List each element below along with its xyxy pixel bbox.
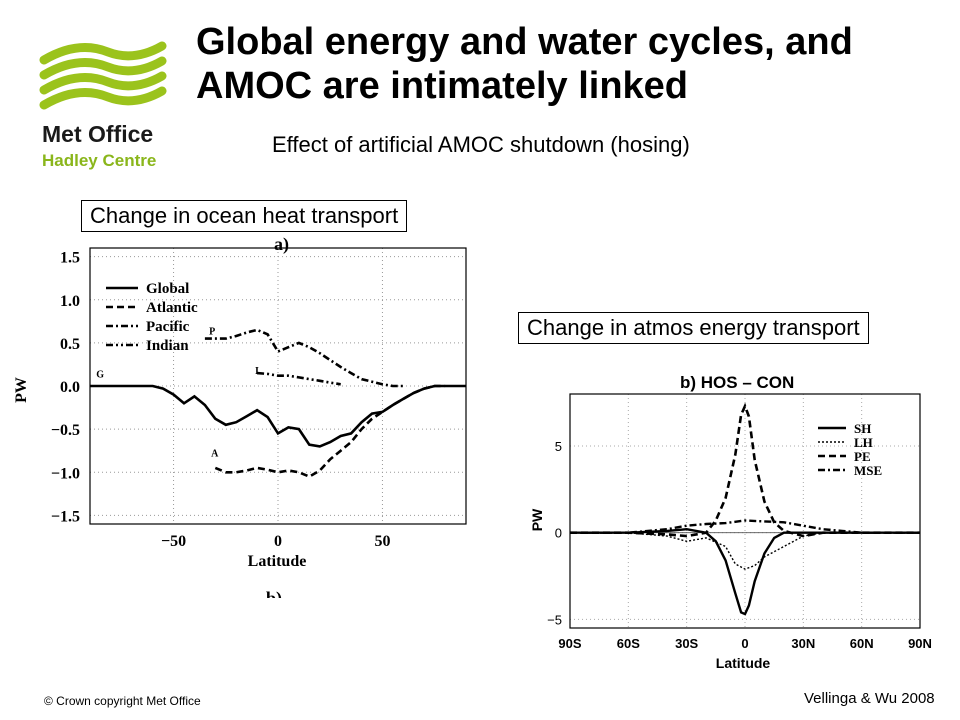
chart2-xtick-label: 60S xyxy=(617,636,640,651)
chart2-ytick-label: 0 xyxy=(555,526,562,541)
chart2-series-mse xyxy=(570,519,920,534)
chart2-series-pe xyxy=(570,402,920,538)
chart2-xtick-label: 30N xyxy=(791,636,815,651)
ocean-heat-transport-chart: 1.5 1.0 0.5 0.0 −0.5 −1.0 −1.5 −50 0 50 Global Atl… xyxy=(14,230,474,598)
slide-subtitle: Effect of artificial AMOC shutdown (hosi… xyxy=(272,132,690,157)
chart1-legend: Global Atlantic Pacific Indian xyxy=(106,281,198,354)
logo-strip xyxy=(39,56,167,80)
logo-text-met-office: Met Office xyxy=(42,121,153,147)
chart2-xtick-label: 60N xyxy=(850,636,874,651)
chart1-series xyxy=(90,328,466,479)
chart2-tick-labels: 5 0 −5 90S 60S 30S 0 30N 60N 90N xyxy=(547,439,932,651)
chart2-xlabel: Latitude xyxy=(716,655,771,668)
logo-strip xyxy=(39,41,167,65)
chart1-series-pacific xyxy=(204,328,404,388)
chart1-series-atlantic xyxy=(214,384,446,479)
chart1-panel-label: a) xyxy=(274,234,289,255)
logo-strip xyxy=(39,71,167,95)
chart1-grid xyxy=(90,248,466,524)
chart2-xtick-label: 90N xyxy=(908,636,932,651)
chart2-xtick-label: 0 xyxy=(741,636,748,651)
chart1-legend-label: Indian xyxy=(146,338,189,354)
copyright-footer: © Crown copyright Met Office xyxy=(44,694,201,708)
chart1-series-tag: A xyxy=(211,449,219,460)
chart1-ytick-label: −1.0 xyxy=(51,465,80,482)
citation-footer: Vellinga & Wu 2008 xyxy=(804,690,935,707)
ocean-transport-label-box: Change in ocean heat transport xyxy=(81,200,408,232)
chart1-ytick-label: 0.5 xyxy=(60,336,80,353)
chart2-frame xyxy=(569,393,921,629)
chart2-series-sh xyxy=(570,527,920,616)
logo-strip xyxy=(39,86,167,110)
met-office-logo: Met Office Hadley Centre xyxy=(38,38,168,178)
chart2-ytick-label: −5 xyxy=(547,612,562,627)
chart1-ytick-label: 0.0 xyxy=(60,379,80,396)
chart2-legend-label: PE xyxy=(854,449,871,464)
chart1-series-tag: G xyxy=(96,369,104,380)
chart1-legend-label: Atlantic xyxy=(146,300,198,316)
chart2-ytick-label: 5 xyxy=(555,439,562,454)
chart1-ytick-label: 1.0 xyxy=(60,293,80,310)
chart2-plot-frame xyxy=(569,393,921,629)
chart2-series xyxy=(570,402,920,616)
slide-title: Global energy and water cycles, and AMOC… xyxy=(196,21,853,107)
chart1-ytick-label: 1.5 xyxy=(60,250,80,267)
chart2-series-lh xyxy=(570,532,920,570)
chart1-plot-frame xyxy=(89,247,467,525)
chart2-title: b) HOS – CON xyxy=(680,373,794,392)
chart1-series-tags: G A P I xyxy=(96,326,259,459)
chart1-legend-label: Global xyxy=(146,281,189,297)
chart1-series-tag: P xyxy=(209,326,215,337)
chart2-legend-label: MSE xyxy=(854,463,882,478)
chart2-legend-label: SH xyxy=(854,421,871,436)
chart1-ytick-label: −1.5 xyxy=(51,508,80,525)
chart2-xtick-label: 90S xyxy=(558,636,581,651)
chart1-xtick-label: 50 xyxy=(374,533,390,550)
chart1-frame xyxy=(89,247,467,525)
chart1-xtick-label: −50 xyxy=(161,533,186,550)
chart1-xtick-label: 0 xyxy=(274,533,282,550)
met-office-logo-mark: Met Office Hadley Centre xyxy=(39,41,167,170)
chart1-legend-label: Pacific xyxy=(146,319,190,335)
chart1-tick-labels: 1.5 1.0 0.5 0.0 −0.5 −1.0 −1.5 −50 0 50 xyxy=(51,250,391,550)
chart1-series-indian xyxy=(257,371,341,386)
atmos-transport-label-box: Change in atmos energy transport xyxy=(518,312,869,344)
chart2-ylabel: PW xyxy=(529,508,545,531)
chart1-xlabel: Latitude xyxy=(248,553,307,570)
logo-text-hadley-centre: Hadley Centre xyxy=(42,151,156,170)
chart2-legend-label: LH xyxy=(854,435,873,450)
chart1-series-tag: I xyxy=(255,366,259,377)
chart1-next-panel-label: b) xyxy=(266,588,282,598)
chart1-ytick-label: −0.5 xyxy=(51,422,80,439)
chart2-xtick-label: 30S xyxy=(675,636,698,651)
logo-swoosh-icon xyxy=(39,41,167,110)
chart1-ylabel: PW xyxy=(14,377,30,403)
